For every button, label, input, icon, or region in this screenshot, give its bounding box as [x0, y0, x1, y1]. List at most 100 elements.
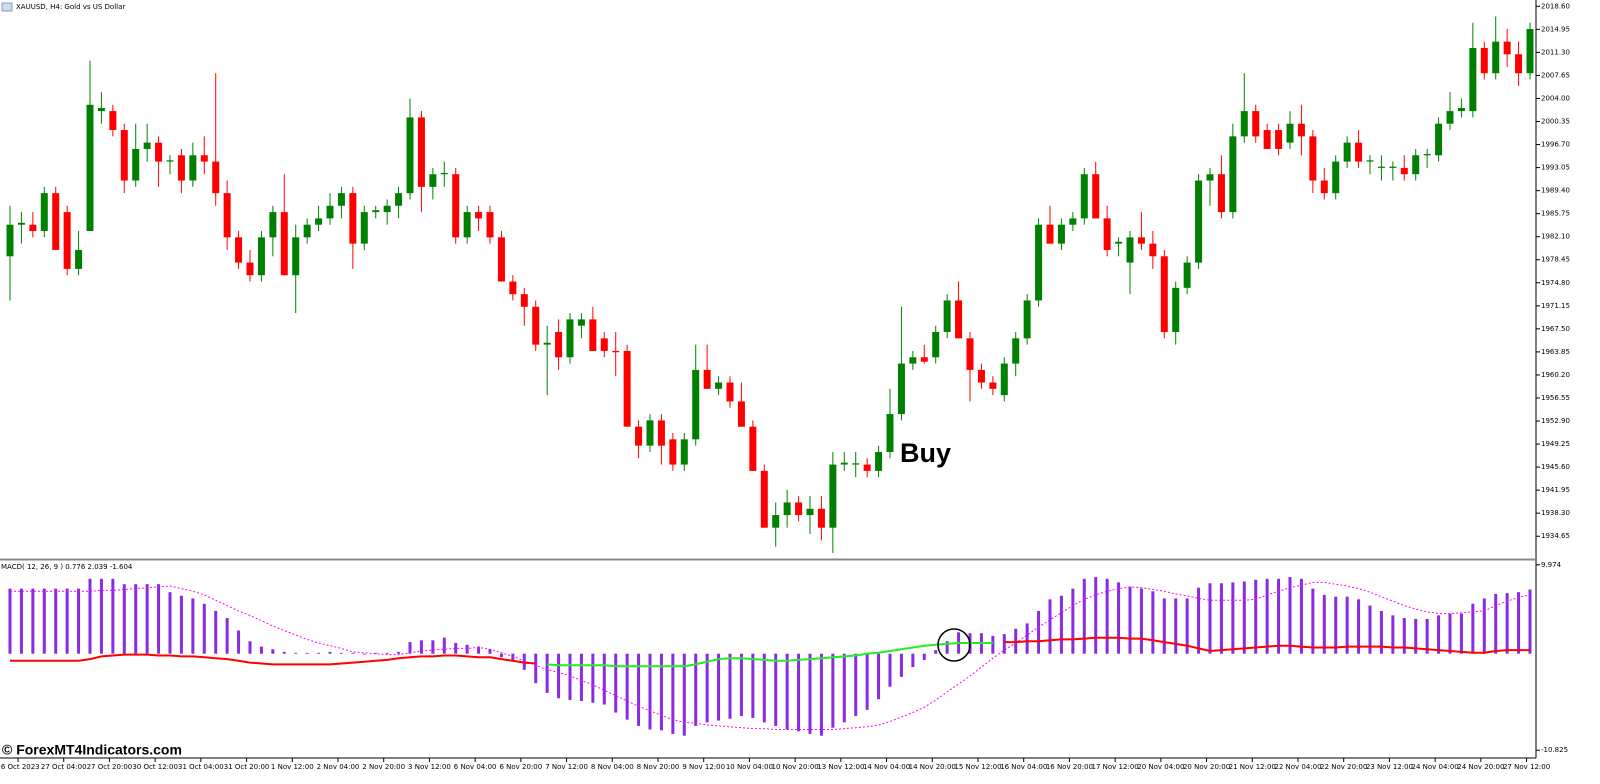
- candle-body: [1160, 256, 1168, 333]
- candle-body: [1480, 47, 1488, 74]
- histogram-bar: [1425, 618, 1429, 654]
- y-tick-label: 1949.25: [1541, 440, 1570, 448]
- y-tick-label: 1941.95: [1541, 486, 1570, 494]
- histogram-bar: [362, 653, 366, 655]
- histogram-bar: [831, 653, 835, 728]
- candle-body: [383, 205, 391, 213]
- candle-body: [1240, 111, 1248, 137]
- x-tick-label: 27 Oct 20:00: [87, 763, 133, 771]
- candle-body: [1503, 41, 1511, 55]
- candle-body: [52, 193, 60, 250]
- histogram-bar: [1517, 592, 1521, 654]
- candle-body: [417, 117, 425, 187]
- histogram-bar: [1174, 598, 1178, 654]
- candle-body: [1183, 262, 1191, 288]
- histogram-bar: [614, 653, 618, 713]
- histogram-bar: [465, 644, 469, 654]
- histogram-bar: [1162, 598, 1166, 654]
- candle-body: [337, 193, 345, 206]
- candle-body: [1046, 224, 1054, 244]
- candle-body: [395, 193, 403, 206]
- candle-body: [1115, 241, 1123, 244]
- histogram-bar: [1322, 594, 1326, 654]
- x-tick-label: 16 Nov 04:00: [1000, 763, 1047, 771]
- histogram-bar: [385, 652, 389, 654]
- candle-body: [1092, 174, 1100, 219]
- candle-body: [1217, 174, 1225, 213]
- candle-body: [897, 363, 905, 415]
- signal-line: [10, 581, 1531, 730]
- histogram-bar: [659, 653, 663, 731]
- histogram-bar: [1059, 595, 1063, 654]
- histogram-bar: [797, 653, 801, 732]
- histogram-bar: [1368, 605, 1372, 654]
- candle-body: [783, 502, 791, 516]
- candle-body: [1400, 167, 1408, 175]
- histogram-bar: [991, 635, 995, 654]
- candle-body: [977, 369, 985, 383]
- candle-body: [932, 332, 940, 358]
- candle-body: [635, 426, 643, 446]
- candle-body: [1423, 154, 1431, 156]
- y-tick-label: 1989.40: [1541, 187, 1570, 195]
- candle-body: [657, 420, 665, 446]
- candle-body: [212, 161, 220, 194]
- histogram-bar: [602, 653, 606, 705]
- y-tick-label: 1971.15: [1541, 302, 1570, 310]
- candle-body: [566, 319, 574, 358]
- candle-body: [1149, 243, 1157, 257]
- x-tick-label: 10 Nov 04:00: [726, 763, 773, 771]
- histogram-bar: [191, 598, 195, 654]
- x-tick-label: 1 Nov 12:00: [271, 763, 314, 771]
- candle-body: [86, 104, 94, 232]
- histogram-bar: [111, 578, 115, 654]
- y-tick-label: 1934.65: [1541, 532, 1570, 540]
- x-tick-label: 8 Nov 20:00: [637, 763, 680, 771]
- histogram-bar: [1379, 610, 1383, 654]
- histogram-bar: [1208, 583, 1212, 654]
- x-tick-label: 31 Oct 20:00: [224, 763, 270, 771]
- histogram-bar: [54, 588, 58, 654]
- histogram-bar: [328, 651, 332, 654]
- histogram-bar: [1151, 591, 1155, 654]
- candle-body: [1446, 111, 1454, 124]
- candle-body: [577, 319, 585, 326]
- candle-body: [1229, 136, 1237, 213]
- candle-body: [612, 350, 620, 353]
- chart-title: XAUUSD, H4: Gold vs US Dollar: [16, 3, 125, 11]
- histogram-bar: [282, 651, 286, 654]
- histogram-bar: [1105, 578, 1109, 654]
- histogram-bar: [1311, 588, 1315, 654]
- histogram-bar: [42, 588, 46, 654]
- x-tick-label: 2 Nov 20:00: [362, 763, 405, 771]
- histogram-bar: [88, 578, 92, 654]
- candle-body: [1309, 136, 1317, 181]
- candle-body: [829, 464, 837, 528]
- histogram-bar: [934, 650, 938, 654]
- candle-body: [875, 451, 883, 471]
- candle-body: [509, 281, 517, 295]
- histogram-bar: [1265, 578, 1269, 654]
- candle-body: [109, 111, 117, 131]
- histogram-bar: [1128, 586, 1132, 654]
- candle-body: [1035, 224, 1043, 301]
- histogram-bar: [1494, 593, 1498, 654]
- candle-body: [532, 306, 540, 345]
- histogram-bar: [1414, 618, 1418, 654]
- x-tick-label: 15 Nov 12:00: [954, 763, 1001, 771]
- candle-body: [909, 357, 917, 364]
- x-tick-label: 16 Nov 20:00: [1046, 763, 1093, 771]
- candle-body: [1320, 180, 1328, 194]
- candle-body: [555, 332, 563, 358]
- candle-body: [943, 300, 951, 333]
- histogram-bar: [877, 653, 881, 700]
- y-tick-label: -10.825: [1541, 746, 1568, 754]
- x-tick-label: 31 Oct 04:00: [178, 763, 224, 771]
- histogram-bar: [865, 653, 869, 710]
- candle-body: [1366, 160, 1374, 162]
- histogram-bar: [19, 588, 23, 654]
- candle-body: [120, 130, 128, 181]
- candle-body: [177, 155, 185, 181]
- candle-body: [200, 155, 208, 162]
- candle-body: [1412, 155, 1420, 175]
